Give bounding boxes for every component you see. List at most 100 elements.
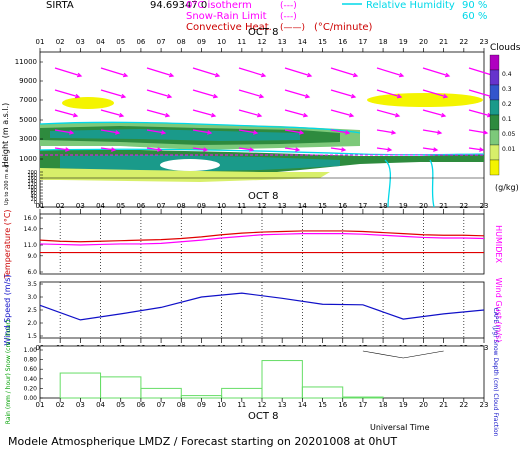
wind-arrow: [468, 147, 484, 151]
wind-arrow: [376, 89, 402, 98]
hour-tick-label: 17: [358, 38, 367, 46]
wind-arrow: [422, 129, 442, 134]
cloud-y-axis: 1100090007000500030001000200180160140120…: [15, 58, 43, 206]
cloud-legend-swatch: [489, 69, 500, 86]
hour-tick-label: 22: [459, 38, 468, 46]
wind-arrow: [376, 147, 392, 151]
rh-60-line: [429, 159, 435, 208]
hour-tick-label: 21: [439, 38, 448, 46]
hour-tick-label: 11: [237, 202, 246, 210]
cloud-y-tick-label: 20: [31, 197, 37, 203]
wind-arrow-head: [115, 130, 121, 135]
temperature-ylabel: Temperature (°C): [3, 209, 12, 279]
hour-tick-label: 20: [419, 202, 428, 210]
cloud-y-tick-label: 11000: [15, 58, 37, 66]
wind-arrow: [54, 89, 80, 98]
snow-depth-line: [362, 350, 444, 359]
wind-y-tick-label: 1.5: [27, 333, 37, 340]
cloud-legend-swatch: [489, 54, 500, 71]
wind-arrow-head: [256, 112, 263, 118]
wind-arrow-head: [207, 130, 213, 135]
wind-arrow: [54, 147, 70, 151]
cloud-legend-label: 0.2: [502, 101, 512, 108]
precip-y-tick-label: 0.80: [24, 357, 38, 364]
wind-arrow-head: [118, 112, 125, 118]
cloud-y-tick-label: 140: [27, 179, 37, 185]
hour-tick-label: 21: [439, 401, 448, 409]
hour-tick-label: 19: [399, 401, 408, 409]
wind-arrow: [238, 89, 264, 98]
wind-arrow: [330, 109, 354, 117]
wind-arrow-head: [304, 93, 311, 99]
precip-panel: Rain (mm / hour) Snow (cm / hour) CAPE (…: [5, 308, 499, 437]
hour-tick-label: 20: [419, 401, 428, 409]
wind-arrow-head: [76, 72, 83, 78]
hour-tick-label: 05: [116, 401, 125, 409]
wind-arrow: [146, 109, 170, 117]
hour-tick-label: 17: [358, 202, 367, 210]
cloud-legend: Clouds (g/kg) 0.4 0.3 0.2 0.1 0.05 0.01: [489, 43, 521, 192]
wind-arrow-head: [348, 112, 355, 118]
hour-tick-label: 08: [177, 38, 186, 46]
wind-arrow-head: [341, 147, 347, 152]
rh-60: 60 %: [462, 11, 487, 22]
wind-arrow-head: [164, 112, 171, 118]
wind-y-tick-label: 2.0: [27, 320, 37, 327]
cloud-legend-swatch: [489, 84, 500, 101]
cloud-layer-edge: [40, 168, 330, 182]
cloud-patch: [62, 97, 114, 109]
wind-y-tick-label: 2.5: [27, 307, 37, 314]
hour-tick-label: 12: [258, 38, 267, 46]
wind-arrow: [192, 67, 220, 77]
hour-tick-label: 04: [96, 202, 105, 210]
hour-tick-label: 03: [76, 401, 85, 409]
wind-arrow: [376, 109, 400, 117]
precip-ylabel-right: CAPE (J/g) Snow Depth (cm) Cloud Fractio…: [492, 308, 499, 437]
hour-tick-label: 22: [459, 202, 468, 210]
wind-arrow-head: [120, 93, 127, 99]
wind-arrow: [100, 147, 116, 151]
wind-arrow-head: [444, 72, 451, 78]
hour-tick-label: 14: [298, 401, 307, 409]
wind-panel: Wind Speed (m/s) Wind Gust (m/s) 3.5 3.0 2…: [3, 274, 503, 345]
wind-arrow: [330, 67, 358, 77]
humidex-label: HUMIDEX: [494, 225, 503, 263]
hour-tick-label: 09: [197, 202, 206, 210]
precip-bar: [342, 396, 384, 399]
wind-arrow-head: [306, 72, 313, 78]
forecast-title: Modele Atmospherique LMDZ / Forecast sta…: [8, 435, 397, 448]
convective-legend: Convective Heat.: [186, 22, 272, 33]
hour-tick-label: 04: [96, 401, 105, 409]
wind-arrow-head: [210, 112, 217, 118]
wind-arrow-head: [157, 147, 163, 152]
wind-arrow-head: [122, 72, 129, 78]
wind-arrow: [468, 89, 494, 98]
cloud-gap: [160, 159, 220, 171]
hour-tick-label: 12: [258, 202, 267, 210]
hour-tick-label: 07: [157, 202, 166, 210]
wind-arrow: [146, 147, 162, 151]
cloud-legend-title: Clouds: [490, 43, 521, 53]
rh-legend: Relative Humidity: [366, 0, 455, 11]
cloud-ylabel-low: Up to 200 m a.g.l.: [4, 160, 10, 205]
wind-arrow-head: [161, 130, 167, 135]
hour-tick-label: 01: [36, 401, 45, 409]
wind-arrow: [54, 129, 74, 134]
wind-arrow: [284, 89, 310, 98]
wind-arrow-head: [258, 93, 265, 99]
cloud-y-tick-label: 7000: [19, 96, 37, 104]
cloud-y-tick-label: 100: [27, 185, 37, 191]
wind-arrow: [422, 109, 446, 117]
hour-tick-label: 22: [459, 401, 468, 409]
wind-arrow-head: [396, 93, 403, 99]
wind-arrow: [54, 109, 78, 117]
wind-arrow-head: [433, 147, 439, 152]
wind-arrow-head: [166, 93, 173, 99]
hour-tick-label: 15: [318, 401, 327, 409]
cloud-legend-unit: (g/kg): [495, 183, 519, 192]
hour-tick-label: 11: [237, 401, 246, 409]
hour-tick-label: 12: [258, 401, 267, 409]
wind-arrow: [284, 147, 300, 151]
hour-tick-label: 16: [338, 38, 347, 46]
